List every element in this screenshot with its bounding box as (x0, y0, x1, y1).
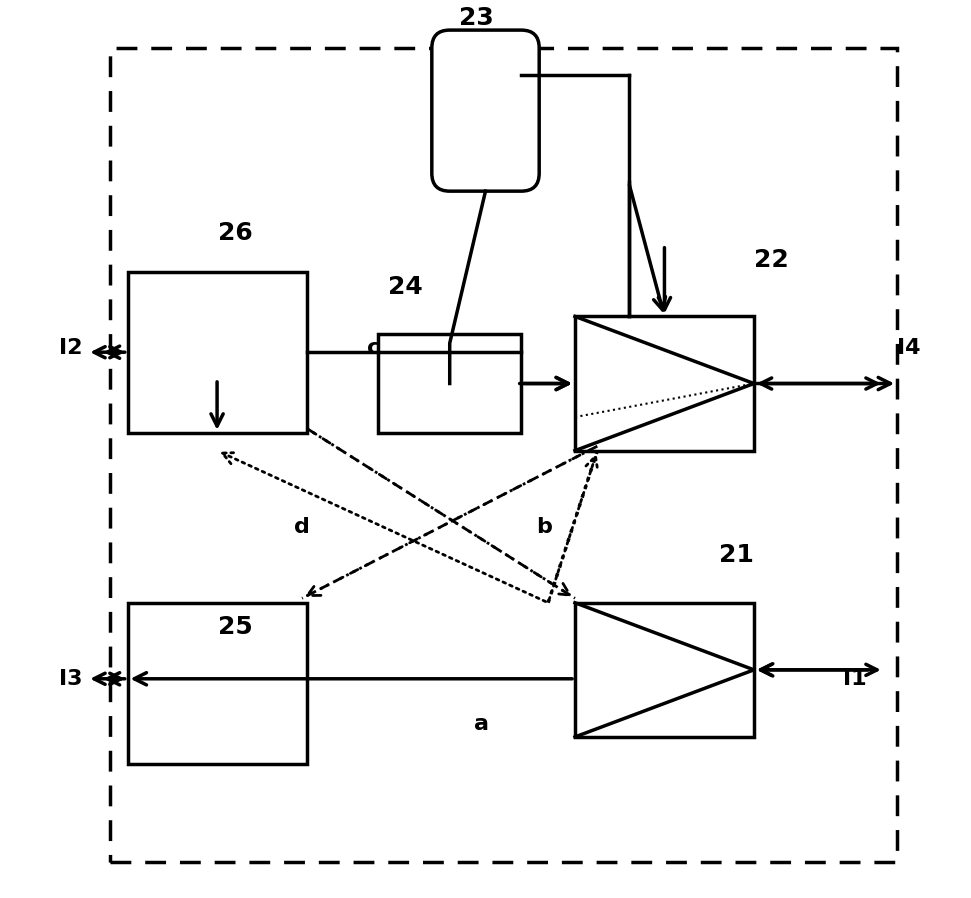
Text: 22: 22 (754, 248, 789, 272)
Text: I1: I1 (844, 669, 867, 689)
Bar (575, 316, 753, 451)
Bar (378, 334, 521, 433)
Text: I2: I2 (59, 338, 83, 357)
Bar (575, 603, 753, 737)
Text: 26: 26 (218, 221, 252, 245)
Text: 24: 24 (387, 275, 422, 298)
Text: 25: 25 (218, 614, 252, 638)
Text: d: d (294, 516, 310, 537)
Bar (127, 603, 307, 764)
Bar (127, 272, 307, 433)
FancyBboxPatch shape (432, 31, 539, 191)
Text: c: c (367, 338, 381, 357)
Text: 23: 23 (459, 6, 494, 31)
Text: a: a (474, 714, 488, 734)
Text: 21: 21 (719, 543, 753, 567)
Text: I4: I4 (897, 338, 921, 357)
Text: b: b (536, 516, 552, 537)
Text: I3: I3 (59, 669, 83, 689)
